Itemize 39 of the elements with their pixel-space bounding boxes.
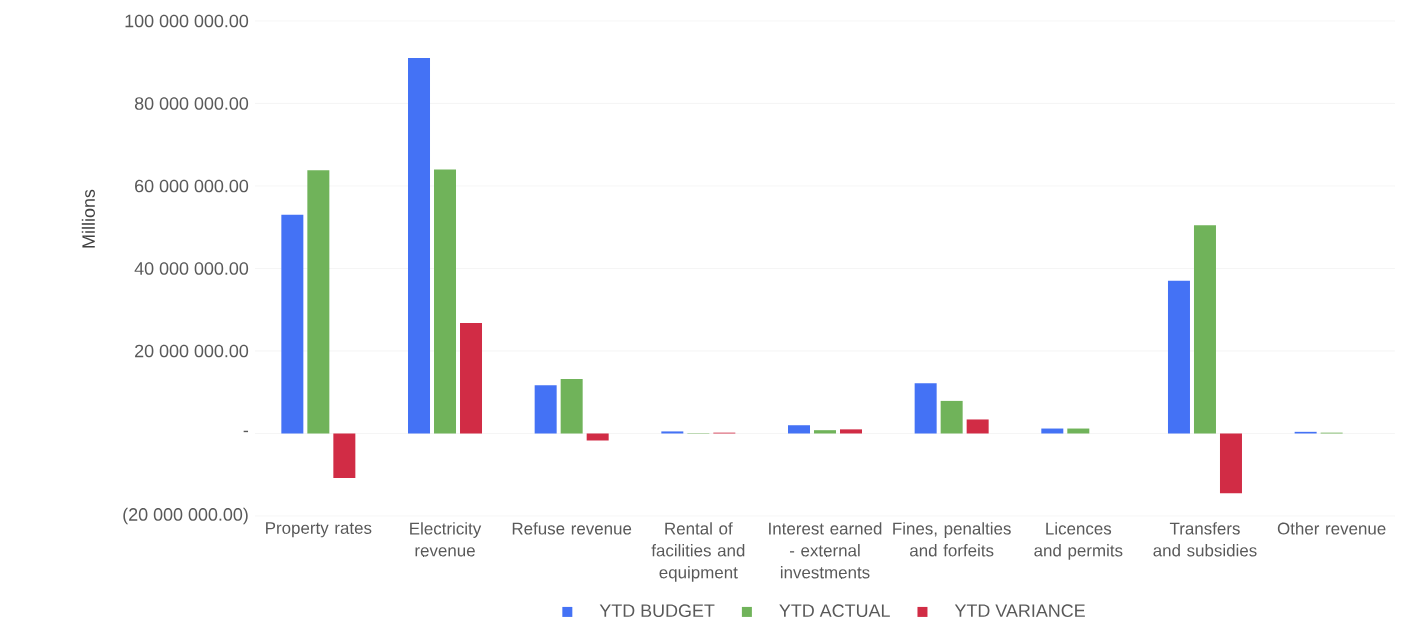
x-tick-label: Transfers and subsidies <box>1153 522 1257 557</box>
y-tick-label: - <box>243 430 249 433</box>
x-tick-label: Licences and permits <box>1034 522 1123 560</box>
x-tick-label: Property rates <box>266 522 372 538</box>
bar <box>787 425 810 434</box>
y-tick-label: 20 000 000.00 <box>135 344 249 358</box>
bar <box>813 430 836 434</box>
bar <box>534 385 557 434</box>
y-tick-label: 60 000 000.00 <box>135 179 249 193</box>
bar <box>434 169 457 434</box>
bar <box>333 433 356 479</box>
x-tick-label: Interest earned - external investments <box>769 522 882 579</box>
x-tick-label: Other revenue <box>1277 522 1386 535</box>
bar <box>307 170 330 434</box>
bar <box>1167 280 1190 434</box>
bar <box>460 322 483 434</box>
x-tick-label: Refuse revenue <box>512 522 632 535</box>
x-tick-label: Fines, penalties and forfeits <box>893 522 1011 557</box>
legend-label: YTD ACTUAL <box>779 604 890 618</box>
legend-label: YTD VARIANCE <box>954 604 1085 618</box>
legend-label: YTD BUDGET <box>599 604 715 618</box>
bar <box>1193 225 1216 434</box>
bar <box>281 214 304 434</box>
bar <box>408 58 431 434</box>
bar <box>586 433 609 441</box>
x-tick-label: Electricity revenue <box>410 522 482 557</box>
y-tick-label: 100 000 000.00 <box>125 14 249 28</box>
y-tick-label: 40 000 000.00 <box>134 262 249 275</box>
bar <box>940 400 963 434</box>
bar <box>914 383 937 434</box>
bar <box>1219 433 1242 494</box>
bar <box>966 419 989 434</box>
y-axis-title: Millions <box>81 189 95 248</box>
y-tick-label: 80 000 000.00 <box>134 97 249 110</box>
y-tick-label: (20 000 000.00) <box>123 507 248 525</box>
bar <box>839 429 862 434</box>
bar <box>661 431 684 434</box>
x-tick-label: Rental of facilities and equipment <box>651 522 745 582</box>
bar <box>560 379 583 434</box>
